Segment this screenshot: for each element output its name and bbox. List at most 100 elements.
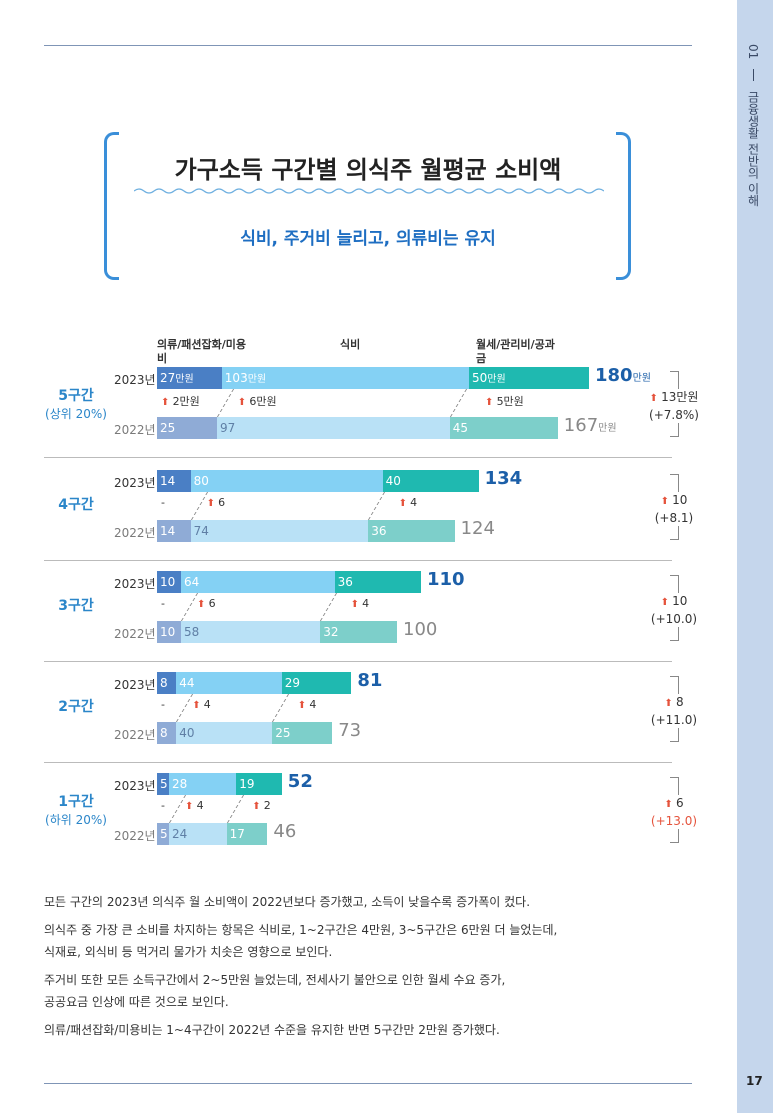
up-arrow-icon: ⬆ bbox=[664, 698, 676, 709]
unit-label: 만원 bbox=[175, 374, 194, 385]
bar-2023-clothing-value: 5 bbox=[160, 777, 168, 791]
up-arrow-icon: ⬆ bbox=[252, 801, 264, 812]
year-label-2023: 2023년 bbox=[114, 678, 156, 692]
up-arrow-icon: ⬆ bbox=[192, 700, 204, 711]
bar-2022-clothing-bar: 14 bbox=[157, 520, 191, 542]
quintile-label: 4구간 bbox=[40, 496, 112, 514]
unit-label: 만원 bbox=[598, 423, 617, 434]
quintile-name: 4구간 bbox=[58, 497, 94, 513]
bar-2022-housing-bar: 17 bbox=[226, 823, 268, 845]
total-2023: 52 bbox=[288, 771, 313, 792]
top-rule bbox=[44, 45, 692, 46]
unit-label: 만원 bbox=[247, 374, 267, 385]
bar-2023-food-bar: 44 bbox=[176, 672, 282, 694]
bar-2023-housing-value: 29 bbox=[284, 676, 301, 690]
side-divider bbox=[752, 69, 754, 82]
bar-2023-food-value: 64 bbox=[184, 575, 200, 589]
total-change: ⬆ 6 (+13.0) bbox=[638, 795, 710, 829]
bar-2023-food-bar: 103만원 bbox=[221, 367, 469, 389]
change-food: ⬆ 4 bbox=[185, 799, 204, 812]
total-2022: 124 bbox=[461, 518, 495, 539]
total-change-line: ⬆ 13만원 bbox=[638, 389, 710, 407]
bar-2023-housing-value: 19 bbox=[239, 777, 255, 791]
up-arrow-icon: ⬆ bbox=[485, 397, 497, 408]
change-value: 4 bbox=[362, 597, 370, 610]
change-clothing-none: - bbox=[161, 698, 165, 711]
total-2023-value: 180 bbox=[595, 365, 633, 386]
year-label-2022: 2022년 bbox=[114, 627, 156, 641]
legend-clothing: 의류/패션잡화/미용비 bbox=[157, 338, 246, 365]
bar-2022-clothing-bar: 5 bbox=[157, 823, 169, 845]
change-value: 4 bbox=[196, 799, 204, 812]
bar-2022-clothing-value: 25 bbox=[160, 421, 176, 435]
change-value: 4 bbox=[309, 698, 317, 711]
bar-2023-housing-value: 50 bbox=[472, 371, 488, 385]
total-change-value: 8 bbox=[675, 695, 684, 709]
change-value: 6만원 bbox=[249, 395, 277, 408]
bar-2022-clothing-value: 14 bbox=[160, 524, 176, 538]
legend-housing: 월세/관리비/공과금 bbox=[476, 338, 555, 365]
total-change-value: 10 bbox=[672, 594, 688, 608]
quintile-label: 1구간 (하위 20%) bbox=[40, 793, 112, 829]
bar-2023-clothing-bar: 5 bbox=[157, 773, 169, 795]
up-arrow-icon: ⬆ bbox=[664, 799, 676, 810]
bar-2023-clothing-bar: 14 bbox=[157, 470, 191, 492]
change-value: 2 bbox=[263, 799, 271, 812]
total-change-line: ⬆ 6 bbox=[638, 795, 710, 813]
total-change-line: ⬆ 8 bbox=[638, 694, 710, 712]
bar-2023-housing-bar: 36 bbox=[334, 571, 421, 593]
side-section-title: 금융생활 전반의 이해 bbox=[746, 90, 760, 207]
up-arrow-icon: ⬆ bbox=[660, 597, 673, 608]
side-section-number: 01 bbox=[746, 44, 760, 60]
segment-connector bbox=[368, 492, 387, 520]
bar-2022-clothing-value: 5 bbox=[160, 827, 168, 841]
year-label-2022: 2022년 bbox=[114, 526, 156, 540]
up-arrow-icon: ⬆ bbox=[197, 599, 209, 610]
total-change-line: ⬆ 10 bbox=[638, 492, 710, 510]
bar-2022-housing-value: 17 bbox=[229, 827, 245, 841]
year-label-2022: 2022년 bbox=[114, 728, 156, 742]
total-change-pct: (+13.0) bbox=[650, 814, 698, 828]
bar-2023-housing-value: 36 bbox=[337, 575, 353, 589]
quintile-name: 5구간 bbox=[58, 388, 94, 404]
segment-connector bbox=[226, 795, 245, 823]
total-2023-value: 81 bbox=[357, 670, 383, 691]
bar-2023-food-value: 80 bbox=[193, 474, 209, 488]
bar-2023-housing-bar: 40 bbox=[382, 470, 479, 492]
bottom-rule bbox=[44, 1083, 692, 1084]
total-change-pct: (+11.0) bbox=[650, 713, 698, 727]
unit-label: 만원 bbox=[632, 373, 651, 384]
change-value: 6 bbox=[218, 496, 226, 509]
quintile-sublabel: (상위 20%) bbox=[45, 407, 107, 421]
quintile-name: 1구간 bbox=[58, 794, 94, 810]
total-change: ⬆ 10 (+10.0) bbox=[638, 593, 710, 627]
change-food: ⬆ 6만원 bbox=[238, 393, 277, 409]
change-food: ⬆ 6 bbox=[207, 496, 226, 509]
total-change-value: 6 bbox=[675, 796, 684, 810]
paragraph-4: 의류/패션잡화/미용비는 1~4구간이 2022년 수준을 유지한 반면 5구간… bbox=[44, 1023, 500, 1037]
bar-2022-food-value: 74 bbox=[193, 524, 209, 538]
change-housing: ⬆ 4 bbox=[298, 698, 317, 711]
change-housing: ⬆ 2 bbox=[252, 799, 271, 812]
bar-2023-clothing-value: 10 bbox=[160, 575, 176, 589]
bar-2022-housing-value: 45 bbox=[452, 421, 469, 435]
bar-2022-housing-bar: 36 bbox=[368, 520, 455, 542]
year-label-2023: 2023년 bbox=[114, 476, 156, 490]
title-bracket-left bbox=[104, 132, 119, 280]
bar-2023-food-bar: 64 bbox=[181, 571, 335, 593]
up-arrow-icon: ⬆ bbox=[350, 599, 363, 610]
up-arrow-icon: ⬆ bbox=[161, 397, 173, 408]
page-title: 가구소득 구간별 의식주 월평균 소비액 bbox=[174, 156, 562, 184]
change-clothing: ⬆ 2만원 bbox=[161, 393, 200, 409]
paragraph-1: 모든 구간의 2023년 의식주 월 소비액이 2022년보다 증가했고, 소득… bbox=[44, 895, 531, 909]
total-change-line: ⬆ 10 bbox=[638, 593, 710, 611]
change-food: ⬆ 4 bbox=[192, 698, 211, 711]
quintile-name: 2구간 bbox=[58, 699, 94, 715]
bar-2022-food-value: 97 bbox=[220, 421, 236, 435]
change-housing: ⬆ 4 bbox=[399, 496, 418, 509]
segment-connector bbox=[216, 389, 236, 417]
bar-2022-housing-value: 36 bbox=[371, 524, 387, 538]
total-change: ⬆ 13만원 (+7.8%) bbox=[638, 389, 710, 423]
total-2022: 100 bbox=[403, 619, 437, 640]
up-arrow-icon: ⬆ bbox=[660, 496, 673, 507]
